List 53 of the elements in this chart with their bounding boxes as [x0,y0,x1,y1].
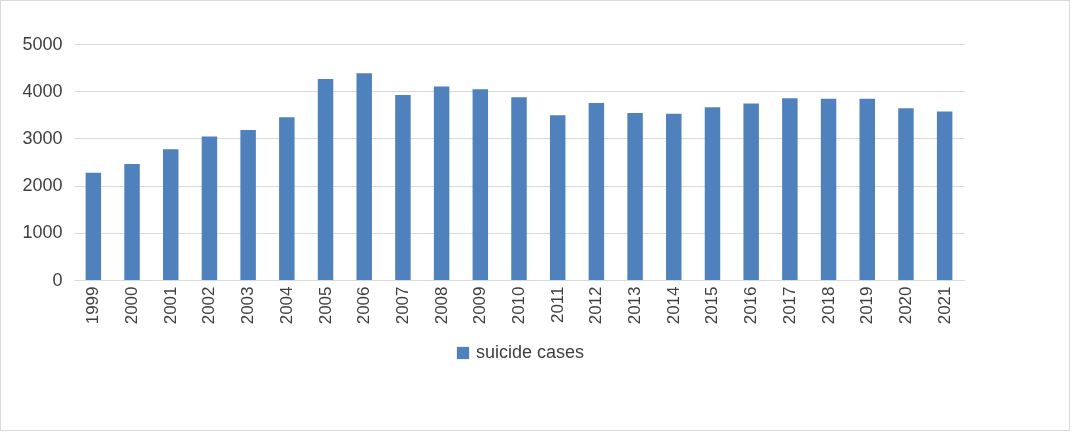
bar [433,86,450,280]
bar [201,136,218,280]
x-tick-label: 1999 [83,286,103,325]
bar [472,89,489,280]
x-tick-label: 2017 [779,286,799,325]
y-tick-label: 4000 [22,80,63,101]
bar [898,108,914,280]
x-tick-label: 2006 [354,286,374,325]
bar [743,103,759,280]
bar [627,112,643,280]
bar [588,103,605,280]
x-tick-label: 2015 [702,286,722,325]
y-tick-label: 0 [52,269,63,290]
x-tick-label: 2009 [470,286,490,325]
x-tick-label: 2021 [934,286,954,325]
bar [782,98,798,280]
y-tick-label: 3000 [22,127,63,148]
x-tick-label: 2011 [547,286,567,324]
bar [356,73,372,280]
bar [704,107,721,280]
x-tick-label: 2016 [741,286,761,325]
bar [820,98,837,280]
bar [279,117,295,280]
x-tick-label: 2000 [122,286,142,325]
x-tick-label: 2008 [431,286,451,325]
x-tick-label: 2003 [238,286,258,325]
x-tick-label: 2001 [160,286,180,325]
x-tick-label: 2019 [857,286,877,325]
bar [124,163,140,280]
x-tick-label: 2002 [199,286,219,325]
bar [549,115,566,280]
x-tick-label: 2005 [315,286,335,325]
bar [395,94,411,280]
x-tick-label: 2007 [392,286,412,325]
bar [859,98,875,280]
x-tick-label: 2004 [276,286,296,325]
bar [163,149,179,280]
y-tick-label: 5000 [22,33,63,54]
bar [85,172,102,280]
bar [936,111,953,280]
x-tick-label: 2013 [625,286,645,325]
x-tick-label: 2020 [895,286,915,325]
bar [240,129,256,280]
bar [666,113,682,280]
x-tick-label: 2018 [818,286,838,325]
x-tick-label: 2012 [586,286,606,325]
legend-label: suicide cases [476,342,585,362]
x-tick-label: 2010 [509,286,528,325]
bar [511,97,527,280]
y-tick-label: 1000 [22,222,63,243]
x-tick-label: 2014 [663,286,683,325]
bar [317,78,334,280]
y-tick-label: 2000 [22,175,63,196]
